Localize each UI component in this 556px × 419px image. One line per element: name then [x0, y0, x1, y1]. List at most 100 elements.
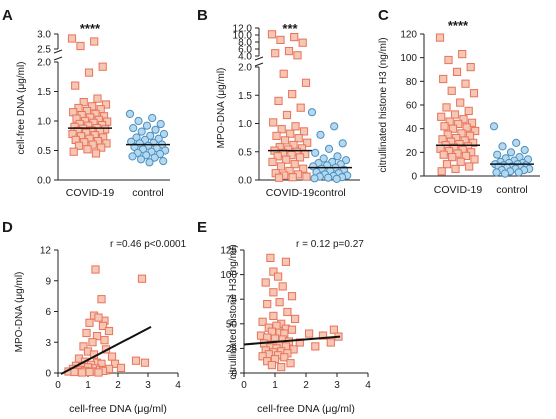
c-covid-19-point-43: [456, 157, 465, 166]
panel-label-b: B: [197, 7, 208, 24]
axis-break-mark: [53, 49, 63, 61]
y-tick-label-2: 1.0: [238, 119, 252, 130]
x-axis-label: cell-free DNA (μg/ml): [69, 403, 167, 415]
b-covid-19-point-36: [276, 162, 286, 171]
a-control-point-5: [129, 124, 138, 133]
panel-c: C 0 20 40 60 80 100 120 citrullinated histone H3…: [378, 7, 540, 196]
d-point-13: [79, 342, 88, 351]
c-control-point-5: [493, 150, 502, 159]
b-covid-19-point-16: [299, 127, 309, 136]
e-point-0: [266, 253, 275, 263]
x-tick-label-1: 1: [85, 380, 91, 391]
b-control-point-27: [332, 174, 341, 183]
x-tick-label-1: 1: [272, 380, 278, 391]
d-point-5: [94, 313, 103, 322]
c-control-point-28: [500, 169, 510, 178]
a-covid-19-point-45: [97, 143, 106, 152]
b-covid-19-point-7: [279, 69, 288, 78]
c-covid-19-point-14: [459, 115, 468, 124]
y-tick-label-9: 12.0: [233, 24, 253, 35]
b-covid-19-point-2: [276, 35, 285, 44]
b-covid-19-point-35: [290, 160, 299, 169]
c-covid-19-point-17: [454, 119, 463, 129]
c-control-point-3: [520, 145, 529, 155]
b-covid-19-point-21: [303, 138, 312, 147]
e-point-18: [287, 325, 297, 334]
panel-label-d: D: [2, 219, 13, 236]
d-point-10: [92, 332, 102, 341]
y-axis-label: citrullinated histone H3 (ng/ml): [378, 37, 389, 172]
b-covid-19-point-30: [287, 151, 296, 160]
c-covid-19-point-44: [442, 160, 452, 169]
d-point-7: [98, 321, 108, 330]
c-covid-19-point-3: [466, 63, 475, 72]
a-control-point-9: [146, 131, 155, 140]
y-tick-label-3: 75: [226, 295, 238, 306]
panel-label-c: C: [378, 7, 389, 24]
c-control-point-4: [506, 148, 516, 157]
y-tick-label-4: 80: [406, 77, 418, 88]
b-covid-19-point-11: [296, 103, 305, 112]
y-tick-label-2: 40: [406, 124, 418, 135]
c-control-point-27: [514, 168, 523, 177]
x-tick-label-3: 3: [145, 380, 151, 391]
y-tick-label-6: 120: [400, 30, 417, 41]
c-covid-19-point-46: [451, 164, 460, 174]
b-control-point-26: [310, 174, 319, 183]
a-control-point-4: [142, 121, 152, 130]
category-label-1: control: [314, 187, 346, 199]
c-covid-19-point-41: [448, 153, 457, 162]
y-tick-label-0: 0: [45, 369, 51, 380]
e-point-1: [281, 257, 290, 266]
a-covid-19-point-0: [67, 34, 77, 43]
c-covid-19-point-12: [450, 110, 460, 119]
e-point-7: [287, 292, 297, 301]
regression-line: [243, 335, 341, 346]
c-covid-19-point-7: [447, 86, 456, 95]
c-covid-19-point-40: [461, 151, 471, 161]
y-tick-label-1: 25: [226, 344, 238, 355]
y-tick-label-5: 2.5: [37, 45, 51, 56]
b-covid-19-point-9: [288, 90, 297, 99]
b-covid-19-point-6: [293, 51, 302, 60]
a-control-point-0: [125, 109, 135, 119]
b-control-point-6: [333, 152, 342, 161]
b-covid-19-point-4: [284, 47, 294, 56]
d-point-11: [100, 336, 109, 345]
y-tick-label-1: 3: [45, 338, 51, 349]
c-covid-19-point-10: [442, 103, 451, 112]
a-control-point-6: [151, 125, 160, 134]
a-covid-19-point-7: [79, 98, 88, 107]
y-tick-label-0: 0.0: [238, 176, 252, 187]
c-covid-19-point-18: [440, 122, 449, 131]
category-label-1: control: [496, 184, 528, 196]
y-tick-label-7: 8.0: [238, 38, 252, 49]
y-axis-label: MPO-DNA (μg/ml): [216, 68, 227, 149]
e-point-45: [286, 359, 295, 368]
c-covid-19-point-16: [467, 118, 477, 127]
d-point-41: [70, 367, 79, 377]
panel-label-a: A: [2, 7, 13, 24]
c-covid-19-point-0: [435, 33, 445, 42]
b-control-point-5: [311, 148, 320, 157]
d-point-43: [94, 368, 103, 377]
c-control-point-26: [492, 168, 501, 177]
e-point-42: [280, 353, 289, 362]
category-label-0: COVID-19: [66, 187, 115, 199]
y-tick-label-0: 0: [231, 369, 237, 380]
e-point-48: [329, 325, 338, 334]
y-tick-label-4: 2.0: [238, 63, 252, 74]
correlation-stat: r =0.46 p<0.0001: [110, 239, 187, 250]
b-covid-19-point-0: [267, 30, 277, 39]
b-covid-19-point-18: [272, 131, 281, 141]
e-point-46: [267, 361, 276, 370]
e-point-5: [278, 282, 287, 291]
d-point-42: [85, 367, 94, 377]
y-tick-label-1: 0.5: [238, 147, 252, 158]
e-point-41: [258, 352, 267, 361]
a-control-point-2: [134, 116, 143, 126]
c-covid-19-point-9: [456, 98, 465, 107]
category-label-0: COVID-19: [266, 187, 315, 199]
c-covid-19-point-1: [458, 50, 467, 59]
